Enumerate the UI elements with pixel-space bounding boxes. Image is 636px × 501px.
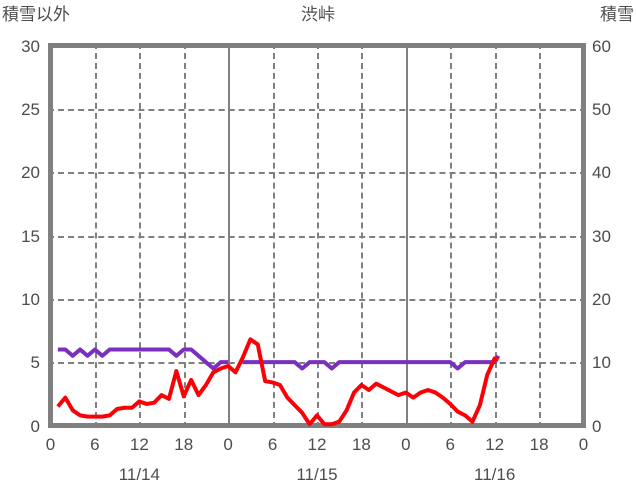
left-axis-tick-label: 0 [30,416,40,436]
gridline-vertical [494,43,497,428]
x-axis-date-label: 11/15 [296,465,338,484]
gridline-vertical [317,43,319,428]
x-axis-tick-label: 6 [445,435,455,454]
left-axis-tick-label: 30 [21,36,40,56]
gridline-vertical [183,43,186,428]
gridline-vertical [272,43,275,428]
gridline-vertical [450,43,453,428]
x-axis-tick-label: 18 [529,435,549,454]
right-axis-tick-label: 40 [592,163,611,183]
plot-area [48,43,586,428]
right-axis-tick-label: 50 [592,99,611,119]
left-axis-tick-label: 15 [21,226,40,246]
gridline-vertical [94,43,97,428]
x-axis-tick-label: 0 [45,435,56,454]
gridline-day-boundary [405,43,408,428]
x-axis-tick-label: 18 [174,435,194,454]
left-axis-tick-label: 25 [21,99,40,119]
gridline-vertical [139,43,142,428]
x-axis-date-label: 11/16 [474,465,516,484]
gridline-vertical [361,43,364,428]
gridline-vertical [539,43,542,428]
x-axis-tick-label: 0 [223,435,233,454]
series-line-other [56,337,500,427]
left-axis-tick-label: 5 [30,353,40,373]
gridline-day-boundary [228,43,231,428]
x-axis-tick-label: 0 [578,435,589,454]
right-axis-tick-label: 60 [592,36,611,56]
x-axis-date-label: 11/14 [118,465,160,484]
series-layer [56,337,501,427]
chart-title: 渋峠 [301,5,335,24]
x-axis-tick-label: 6 [267,435,278,454]
x-axis-tick-label: 6 [90,435,100,454]
right-axis-tick-label: 10 [592,353,611,373]
right-axis-tick-label: 0 [592,416,602,436]
right-axis-caption: 積雪 [600,5,634,24]
left-axis-tick-label: 20 [21,163,40,183]
x-axis-tick-label: 18 [351,435,371,454]
left-axis-tick-label: 10 [21,289,40,309]
right-axis-tick-label: 20 [592,289,611,309]
x-axis-tick-label: 12 [129,435,149,454]
series-line-snow [57,347,229,371]
left-axis-caption: 積雪以外 [2,5,70,24]
x-axis-tick-label: 0 [401,435,411,454]
series-line-snow [242,354,501,371]
x-axis-tick-label: 12 [485,435,505,454]
right-axis-tick-label: 30 [592,226,611,246]
x-axis-tick-label: 12 [307,435,327,454]
